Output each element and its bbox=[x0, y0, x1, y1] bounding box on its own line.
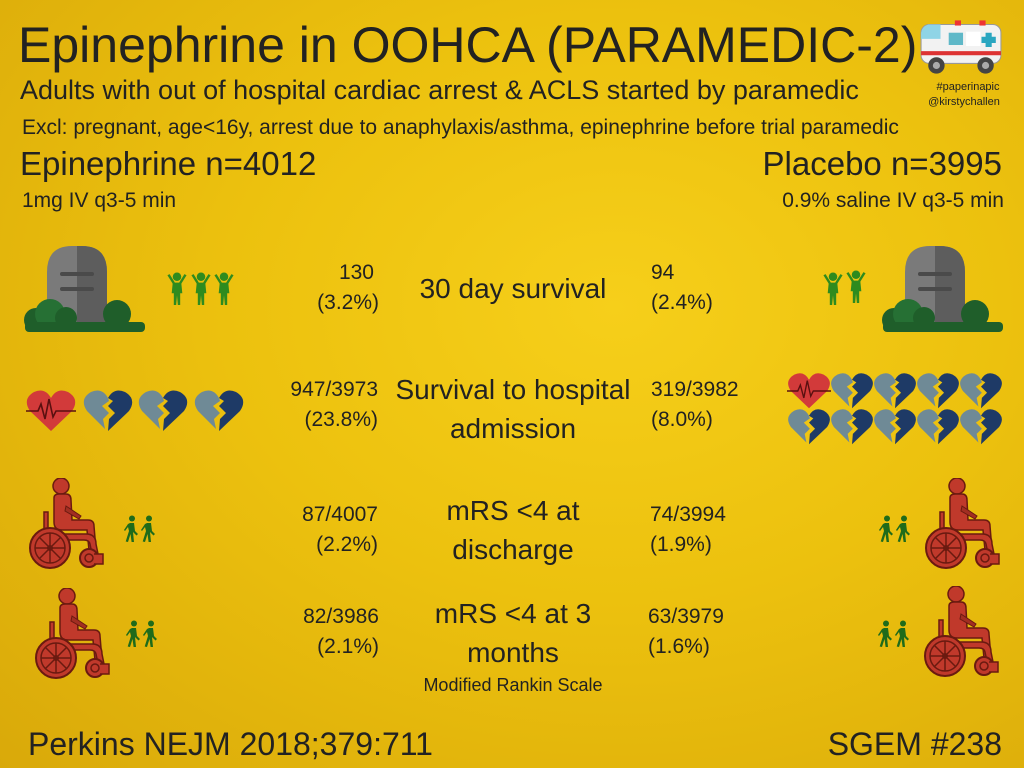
walking-person-icon bbox=[895, 620, 911, 648]
epi-3month-percent: (2.1%) bbox=[317, 635, 379, 658]
epi-admission-count: 947/3973 bbox=[290, 378, 378, 401]
outcome-hospital-admission: Survival to hospital admission bbox=[395, 374, 631, 444]
person-icon bbox=[166, 272, 188, 306]
broken-heart-icon bbox=[193, 389, 245, 433]
epi-30day-percent: (3.2%) bbox=[317, 291, 379, 314]
broken-heart-icon bbox=[873, 408, 917, 446]
tombstone-icon bbox=[880, 242, 1010, 337]
walking-person-icon bbox=[896, 515, 912, 543]
walking-person-icon bbox=[879, 515, 895, 543]
outcome-mrs-3months: mRS <4 at 3 months bbox=[434, 598, 592, 668]
walking-person-icon bbox=[124, 515, 140, 543]
epinephrine-dose: 1mg IV q3-5 min bbox=[22, 189, 177, 212]
episode-label: SGEM #238 bbox=[827, 726, 1002, 762]
heart-icon bbox=[787, 372, 831, 410]
placebo-30day-percent: (2.4%) bbox=[651, 291, 713, 314]
citation: Perkins NEJM 2018;379:711 bbox=[28, 726, 433, 762]
ambulance-icon bbox=[918, 14, 1004, 76]
tombstone-icon bbox=[22, 242, 152, 337]
broken-heart-icon bbox=[137, 389, 189, 433]
person-icon bbox=[822, 272, 844, 306]
person-icon bbox=[190, 272, 212, 306]
placebo-3month-count: 63/3979 bbox=[648, 605, 724, 628]
walking-person-icon bbox=[878, 620, 894, 648]
wheelchair-icon bbox=[922, 478, 1002, 573]
broken-heart-icon bbox=[830, 408, 874, 446]
broken-heart-icon bbox=[82, 389, 134, 433]
wheelchair-icon bbox=[32, 588, 112, 683]
heart-icon bbox=[26, 389, 76, 433]
broken-heart-icon bbox=[959, 372, 1003, 410]
broken-heart-icon bbox=[916, 372, 960, 410]
epinephrine-group-label: Epinephrine n=4012 bbox=[20, 145, 317, 182]
placebo-30day-count: 94 bbox=[651, 261, 675, 284]
broken-heart-icon bbox=[873, 372, 917, 410]
epi-discharge-percent: (2.2%) bbox=[316, 533, 378, 556]
epi-30day-count: 130 bbox=[338, 261, 374, 284]
epi-3month-count: 82/3986 bbox=[303, 605, 379, 628]
walking-person-icon bbox=[126, 620, 142, 648]
placebo-discharge-percent: (1.9%) bbox=[650, 533, 712, 556]
placebo-discharge-count: 74/3994 bbox=[650, 503, 726, 526]
broken-heart-icon bbox=[787, 408, 831, 446]
placebo-admission-percent: (8.0%) bbox=[651, 408, 713, 431]
broken-heart-icon bbox=[916, 408, 960, 446]
person-icon bbox=[845, 270, 867, 304]
broken-heart-icon bbox=[959, 408, 1003, 446]
outcome-mrs-discharge: mRS <4 at discharge bbox=[446, 495, 580, 565]
subtitle: Adults with out of hospital cardiac arre… bbox=[20, 75, 859, 105]
wheelchair-icon bbox=[26, 478, 106, 573]
author-handle: @kirstychallen bbox=[928, 96, 1000, 108]
epi-discharge-count: 87/4007 bbox=[302, 503, 378, 526]
walking-person-icon bbox=[141, 515, 157, 543]
epi-admission-percent: (23.8%) bbox=[304, 408, 378, 431]
mrs-footnote: Modified Rankin Scale bbox=[423, 675, 603, 695]
broken-heart-icon bbox=[830, 372, 874, 410]
page-title: Epinephrine in OOHCA (PARAMEDIC-2) bbox=[18, 17, 918, 73]
placebo-group-label: Placebo n=3995 bbox=[762, 145, 1002, 182]
placebo-admission-count: 319/3982 bbox=[651, 378, 739, 401]
person-icon bbox=[213, 272, 235, 306]
outcome-30day-survival: 30 day survival bbox=[419, 273, 607, 304]
exclusion-criteria: Excl: pregnant, age<16y, arrest due to a… bbox=[22, 116, 899, 139]
walking-person-icon bbox=[143, 620, 159, 648]
placebo-dose: 0.9% saline IV q3-5 min bbox=[782, 189, 1004, 212]
hashtag: #paperinapic bbox=[936, 81, 1000, 93]
wheelchair-icon bbox=[921, 586, 1001, 681]
placebo-3month-percent: (1.6%) bbox=[648, 635, 710, 658]
